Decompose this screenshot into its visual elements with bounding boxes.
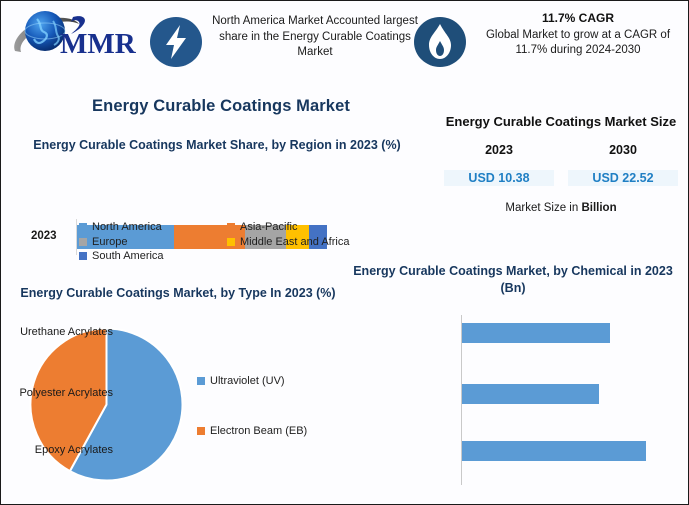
legend-swatch-icon [227, 223, 235, 231]
legend-swatch-icon [197, 377, 205, 385]
region-chart-title: Energy Curable Coatings Market Share, by… [33, 138, 401, 152]
region-legend-item: North America [79, 221, 227, 233]
chemical-category-label: Urethane Acrylates [20, 326, 113, 338]
region-legend-label: Middle East and Africa [240, 235, 350, 248]
north-america-badge-text: North America Market Accounted largest s… [212, 15, 418, 58]
chemical-axis-line [461, 315, 462, 485]
pie-chart-graphic [29, 327, 184, 482]
header-bar: MMR North America Market Accounted large… [1, 1, 688, 89]
region-legend-item: Middle East and Africa [227, 236, 349, 248]
type-legend-label: Ultraviolet (UV) [210, 375, 285, 387]
region-legend-item: South America [79, 250, 227, 262]
chemical-chart-plot: Urethane Acrylates Polyester Acrylates Epo… [19, 311, 685, 493]
globe-swoosh-icon: MMR [14, 11, 137, 60]
region-segment-middle-east-and-africa [286, 225, 310, 249]
legend-swatch-icon [197, 427, 205, 435]
region-stacked-bar [77, 225, 327, 249]
region-legend-label: South America [92, 250, 164, 262]
flame-icon [414, 17, 466, 67]
region-segment-europe [245, 225, 287, 249]
region-legend-label: Europe [92, 235, 128, 248]
region-segment-north-america [77, 225, 174, 249]
type-legend: Ultraviolet (UV) Electron Beam (EB) [197, 375, 307, 475]
market-size-values: USD 10.38 USD 22.52 [437, 170, 685, 186]
region-axis-line [76, 219, 77, 255]
chemical-bar-chart: Energy Curable Coatings Market, by Chemi… [19, 263, 685, 501]
market-size-year-2023: 2023 [485, 143, 513, 157]
market-size-footer-prefix: Market Size in [505, 202, 582, 214]
chemical-bar-polyester-acrylates [462, 384, 599, 404]
chemical-bar-epoxy-acrylates [462, 441, 647, 461]
lightning-bolt-icon [150, 17, 202, 67]
legend-swatch-icon [79, 223, 87, 231]
region-legend: North America Asia-Pacific Europe Middle Ea… [79, 221, 429, 265]
market-size-year-2030: 2030 [609, 143, 637, 157]
market-size-footer-unit: Billion [581, 202, 617, 214]
region-legend-item: Europe [79, 236, 227, 248]
cagr-description: Global Market to grow at a CAGR of 11.7%… [485, 28, 671, 57]
type-legend-label: Electron Beam (EB) [210, 425, 308, 437]
logo-wordmark: MMR [60, 28, 137, 60]
chemical-category-label: Epoxy Acrylates [34, 444, 113, 456]
chemical-category-label: Polyester Acrylates [19, 387, 113, 399]
pie-slice-electron-beam-eb- [29, 327, 108, 473]
market-size-footer: Market Size in Billion [437, 202, 685, 214]
legend-row: Europe Middle East and Africa [79, 236, 429, 248]
legend-row: South America [79, 250, 429, 262]
legend-swatch-icon [79, 252, 87, 260]
type-share-chart: Energy Curable Coatings Market, by Type … [9, 285, 349, 501]
region-chart-plot: 2023 [9, 179, 429, 255]
region-legend-label: Asia-Pacific [240, 221, 298, 233]
market-size-value-2023: USD 10.38 [444, 170, 554, 186]
mmr-logo: MMR [9, 5, 139, 67]
market-size-title: Energy Curable Coatings Market Size [445, 114, 677, 129]
region-category-label: 2023 [31, 230, 57, 242]
type-legend-item: Ultraviolet (UV) [197, 375, 307, 387]
page-title: Energy Curable Coatings Market [92, 97, 350, 115]
cagr-headline: 11.7% CAGR [541, 11, 615, 25]
type-chart-title: Energy Curable Coatings Market, by Type … [20, 286, 336, 300]
region-legend-item: Asia-Pacific [227, 221, 297, 233]
region-share-chart: Energy Curable Coatings Market Share, by… [9, 137, 429, 271]
region-segment-south-america [309, 225, 327, 249]
chemical-bar-urethane-acrylates [462, 323, 610, 343]
region-legend-label: North America [92, 221, 162, 233]
legend-swatch-icon [79, 237, 87, 246]
type-legend-item: Electron Beam (EB) [197, 425, 307, 437]
legend-swatch-icon [227, 237, 235, 246]
chemical-chart-title: Energy Curable Coatings Market, by Chemi… [353, 264, 673, 295]
cagr-badge-text: 11.7% CAGR Global Market to grow at a CA… [475, 11, 681, 59]
legend-row: North America Asia-Pacific [79, 221, 429, 233]
market-size-panel: Energy Curable Coatings Market Size 2023… [437, 113, 685, 253]
type-pie-plot [29, 327, 184, 482]
pie-slice-ultraviolet-uv- [68, 327, 184, 482]
market-size-years: 2023 2030 [437, 143, 685, 157]
market-size-value-2030: USD 22.52 [568, 170, 678, 186]
